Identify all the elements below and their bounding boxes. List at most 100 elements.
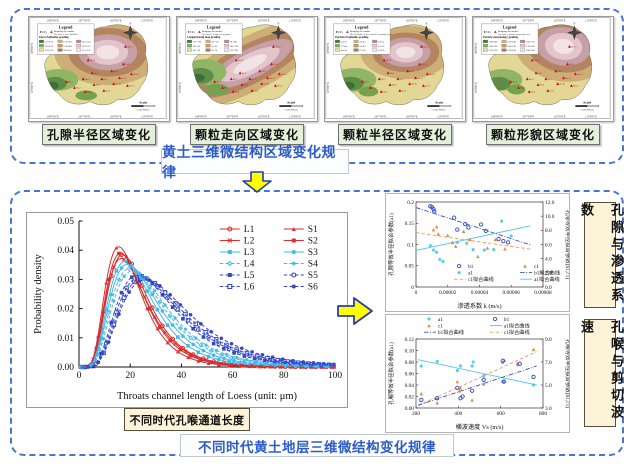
svg-text:The mode of Pores EqRadius: The mode of Pores EqRadius	[54, 33, 78, 36]
svg-text:Sampling site number: Sampling site number	[202, 30, 223, 33]
side-label-throat-shearwave: 孔喉与剪切波速	[578, 319, 623, 427]
map-scale: Scale 0 100 200 km	[427, 100, 452, 112]
fit-line-c1拟合曲线	[417, 351, 537, 407]
svg-text:4.0: 4.0	[545, 256, 552, 262]
svg-text:104°0'0"E: 104°0'0"E	[47, 18, 59, 22]
svg-text:Particle morphology grading: Particle morphology grading	[483, 35, 518, 39]
svg-text:600: 600	[497, 411, 505, 417]
svg-text:Length(trend) long grading: Length(trend) long grading	[187, 35, 221, 39]
svg-text:60: 60	[228, 371, 238, 381]
svg-text:104°0'0"E: 104°0'0"E	[47, 115, 59, 119]
svg-text:0.15: 0.15	[405, 221, 415, 227]
svg-text:2.70-2.80: 2.70-2.80	[526, 46, 535, 48]
svg-text:a1拟合曲线: a1拟合曲线	[504, 322, 530, 330]
svg-text:6.0: 6.0	[545, 242, 552, 248]
svg-text:0.10: 0.10	[405, 348, 415, 354]
svg-text:City: City	[338, 31, 343, 34]
svg-text:No.2: No.2	[224, 88, 228, 90]
svg-text:11.0-13.0: 11.0-13.0	[45, 42, 54, 44]
svg-text:0.05: 0.05	[405, 264, 415, 270]
svg-text:Pores EqRadius grading: Pores EqRadius grading	[39, 35, 69, 39]
svg-text:113°0'0"E: 113°0'0"E	[585, 115, 597, 119]
map-particle-radius: 104°0'0"E 104°0'0"E 107°0'0"E 107°0'0"E 110°…	[325, 17, 463, 119]
svg-text:2.40-2.50: 2.40-2.50	[507, 46, 516, 48]
svg-text:0.12: 0.12	[405, 337, 415, 343]
svg-text:107°0'0"E: 107°0'0"E	[522, 115, 534, 119]
map-label-particle-radius: 颗粒半径区域变化	[338, 124, 452, 145]
map-scale: Scale 0 100 200 km	[279, 100, 304, 112]
svg-text:孔隙等效半径拟合参数(b1,c1): 孔隙等效半径拟合参数(b1,c1)	[564, 210, 569, 280]
svg-text:c1拟合曲线: c1拟合曲线	[504, 328, 530, 336]
svg-text:107°0'0"E: 107°0'0"E	[226, 115, 238, 119]
svg-text:No.4: No.4	[235, 92, 240, 94]
svg-text:No.14: No.14	[133, 74, 139, 76]
svg-text:113°0'0"E: 113°0'0"E	[585, 18, 597, 22]
svg-text:400: 400	[454, 411, 462, 417]
svg-text:107°0'0"E: 107°0'0"E	[374, 18, 386, 22]
svg-text:7.0: 7.0	[545, 360, 552, 366]
compass-icon: N	[271, 22, 286, 41]
svg-text:35°0'0"N: 35°0'0"N	[474, 81, 478, 93]
svg-text:L5: L5	[244, 271, 255, 281]
scatter-plot-frame	[415, 201, 544, 288]
svg-text:No.16: No.16	[90, 60, 95, 62]
density-series-S6	[80, 278, 336, 369]
scatter-legend: a1 b1 c1 a1拟合曲线 b1拟合曲线 c1拟合曲线	[424, 316, 530, 336]
svg-text:No.3: No.3	[85, 79, 89, 81]
svg-text:0.04: 0.04	[405, 383, 415, 389]
svg-text:The mode of Length orient grad: The mode of Length orient grading	[202, 33, 231, 36]
svg-text:No.12: No.12	[125, 64, 130, 66]
svg-text:No.16: No.16	[534, 60, 539, 62]
map-label-particle-trend: 颗粒走向区域变化	[190, 124, 304, 145]
svg-text:No.9: No.9	[409, 71, 413, 73]
svg-text:110°0'0"E: 110°0'0"E	[258, 115, 270, 119]
svg-text:2.00-2.20: 2.00-2.20	[489, 46, 498, 48]
svg-text:10~45: 10~45	[211, 46, 218, 48]
svg-text:-28~-10: -28~-10	[211, 42, 219, 44]
svg-text:No.12: No.12	[569, 64, 574, 66]
fit-line-c1拟合曲线	[415, 232, 531, 250]
svg-text:0: 0	[411, 285, 414, 291]
svg-text:104°0'0"E: 104°0'0"E	[195, 115, 207, 119]
svg-text:No.6: No.6	[540, 85, 544, 87]
scatter-series-c1	[431, 224, 507, 259]
svg-text:3.0: 3.0	[545, 406, 552, 412]
svg-text:20: 20	[125, 371, 135, 381]
density-series-S5	[80, 275, 335, 370]
svg-text:40: 40	[177, 371, 187, 381]
svg-text:4.5-4.7: 4.5-4.7	[359, 46, 366, 48]
svg-text:No.10: No.10	[559, 84, 564, 86]
map-label-pore-radius: 孔隙半径区域变化	[42, 124, 156, 145]
svg-text:0 100 200 km: 0 100 200 km	[433, 109, 446, 112]
svg-text:Sampling site number: Sampling site number	[498, 30, 519, 33]
svg-text:L6: L6	[244, 283, 255, 293]
svg-text:-135~-90: -135~-90	[193, 42, 202, 44]
sample-points: No.1 No.2 No.3 No.4 No.5 No.6 No.7 No.8 No.9 No.1…	[213, 44, 287, 94]
scatter-series-a1	[419, 359, 536, 387]
svg-text:110°0'0"E: 110°0'0"E	[110, 18, 122, 22]
svg-text:Particles EqRadius grading: Particles EqRadius grading	[335, 35, 369, 39]
svg-text:10.0: 10.0	[545, 214, 555, 220]
svg-text:a1拟合曲线: a1拟合曲线	[534, 275, 560, 283]
svg-text:104°0'0"E: 104°0'0"E	[491, 115, 503, 119]
svg-text:No.12: No.12	[421, 64, 426, 66]
svg-text:107°0'0"E: 107°0'0"E	[226, 18, 238, 22]
svg-text:35°0'0"N: 35°0'0"N	[178, 81, 182, 93]
scatter-series-b1	[419, 358, 536, 403]
svg-text:0.00006: 0.00006	[502, 290, 520, 296]
svg-text:No.4: No.4	[531, 92, 536, 94]
svg-text:c1拟合曲线: c1拟合曲线	[468, 275, 494, 283]
svg-text:N: N	[129, 22, 131, 25]
section-title-era-law: 不同时代黄土地层三维微结构变化规律	[180, 434, 454, 457]
map-scale: Scale 0 100 200 km	[575, 100, 600, 112]
svg-text:0.1: 0.1	[407, 242, 414, 248]
svg-text:19.0-20.0: 19.0-20.0	[63, 46, 72, 48]
svg-text:3.7-4.0: 3.7-4.0	[341, 46, 348, 48]
svg-text:104°0'0"E: 104°0'0"E	[491, 18, 503, 22]
svg-text:No.5: No.5	[538, 73, 542, 75]
svg-text:S4: S4	[308, 260, 318, 270]
svg-text:No.13: No.13	[129, 86, 134, 88]
